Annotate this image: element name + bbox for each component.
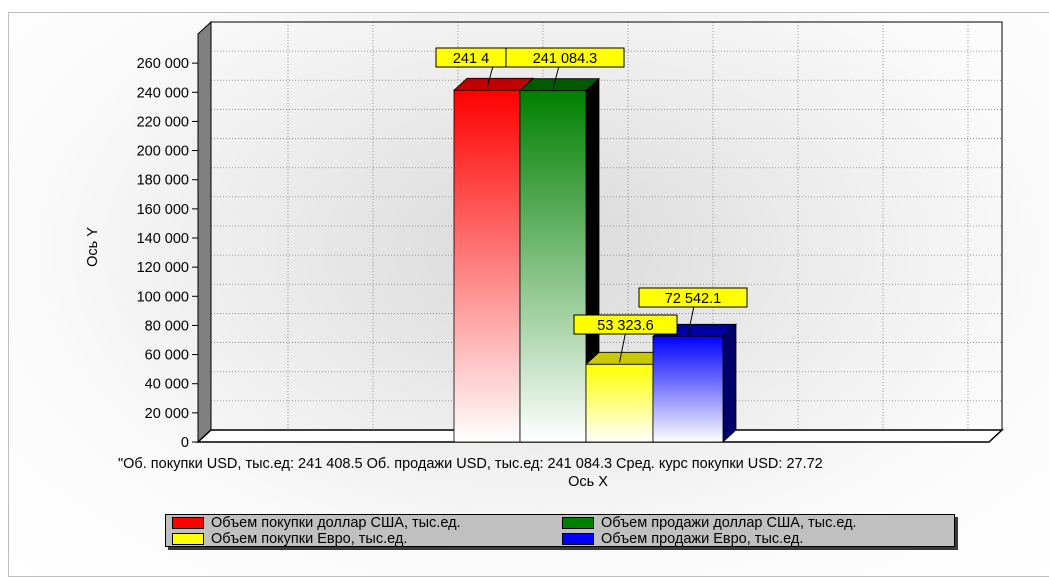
- y-tick-label: 120 000: [137, 260, 189, 276]
- legend: Объем покупки доллар США, тыс.ед. Объем …: [165, 514, 955, 547]
- y-tick-label: 220 000: [137, 114, 189, 130]
- data-label-leader: [619, 332, 626, 363]
- y-tick-label: 100 000: [137, 289, 189, 305]
- legend-item-eur-buy: Объем покупки Евро, тыс.ед.: [172, 531, 562, 547]
- data-label-box: [573, 314, 678, 335]
- data-label: 53 323.6: [597, 318, 653, 334]
- data-label: 241 084.3: [533, 51, 598, 67]
- data-label-box: [505, 47, 625, 68]
- y-tick-label: 140 000: [137, 231, 189, 247]
- legend-swatch-usd-sell: [562, 517, 594, 529]
- y-tick-label: 0: [181, 435, 189, 451]
- legend-item-usd-buy: Объем покупки доллар США, тыс.ед.: [172, 515, 562, 531]
- legend-label: Объем покупки доллар США, тыс.ед.: [211, 515, 461, 531]
- bar: [585, 363, 654, 443]
- data-label-leader: [552, 65, 560, 89]
- bar-top: [518, 78, 601, 92]
- bar: [453, 89, 521, 443]
- legend-item-eur-sell: Объем продажи Евро, тыс.ед.: [562, 531, 962, 547]
- y-tick-label: 20 000: [145, 406, 189, 422]
- y-tick-label: 240 000: [137, 85, 189, 101]
- left-wall: [197, 20, 212, 444]
- data-label-leader: [687, 305, 695, 335]
- y-tick-label: 80 000: [145, 318, 189, 334]
- data-label: 72 542.1: [665, 291, 721, 307]
- x-category-label: "Об. покупки USD, тыс.ед: 241 408.5 Об. …: [118, 456, 823, 472]
- legend-label: Объем покупки Евро, тыс.ед.: [211, 531, 408, 547]
- data-label: 241 4: [453, 51, 489, 67]
- legend-label: Объем продажи доллар США, тыс.ед.: [601, 515, 857, 531]
- legend-item-usd-sell: Объем продажи доллар США, тыс.ед.: [562, 515, 962, 531]
- y-tick-label: 60 000: [145, 348, 189, 364]
- legend-swatch-eur-sell: [562, 533, 594, 545]
- y-tick-label: 160 000: [137, 202, 189, 218]
- x-axis-title: Ось X: [568, 474, 608, 490]
- y-tick-label: 260 000: [137, 56, 189, 72]
- bar: [652, 335, 724, 443]
- y-axis-title: Ось Y: [85, 227, 101, 267]
- data-label-box: [638, 287, 748, 308]
- y-tick-label: 180 000: [137, 173, 189, 189]
- bar-top: [452, 77, 535, 91]
- y-tick-label: 40 000: [145, 377, 189, 393]
- data-label-leader: [486, 65, 494, 89]
- bar: [519, 90, 587, 443]
- legend-label: Объем продажи Евро, тыс.ед.: [601, 531, 804, 547]
- legend-swatch-usd-buy: [172, 517, 204, 529]
- legend-swatch-eur-buy: [172, 533, 204, 545]
- bar-side: [722, 323, 737, 443]
- y-tick-label: 200 000: [137, 144, 189, 160]
